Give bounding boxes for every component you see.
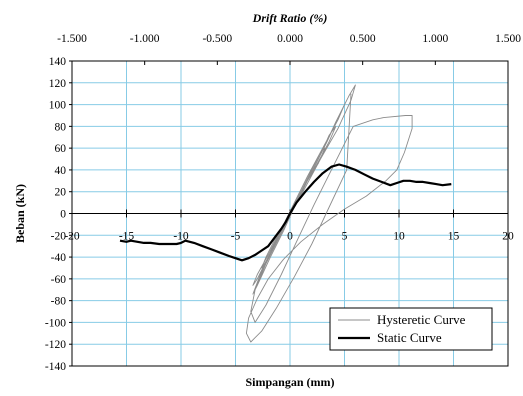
y-tick-label: 40 — [55, 165, 67, 177]
x-tick-label: -15 — [119, 231, 135, 243]
y-axis-title: Beban (kN) — [13, 184, 27, 243]
y-tick-label: -80 — [51, 296, 67, 308]
top-axis-tick-label: 1.000 — [422, 33, 448, 45]
y-tick-label: -100 — [45, 317, 66, 329]
y-tick-label: -20 — [51, 230, 67, 242]
legend: Hysteretic Curve Static Curve — [329, 307, 493, 351]
top-axis-tick-label: 0.000 — [277, 33, 303, 45]
x-axis-title: Simpangan (mm) — [245, 375, 334, 389]
y-tick-label: 0 — [60, 209, 66, 221]
legend-label: Static Curve — [377, 330, 442, 345]
y-tick-label: 60 — [55, 143, 67, 155]
top-axis-tick-label: -0.500 — [202, 33, 232, 45]
top-axis-tick-label: 0.500 — [350, 33, 376, 45]
series-lines — [119, 84, 452, 343]
chart-title: Drift Ratio (%) — [252, 11, 328, 25]
y-tick-label: 100 — [49, 100, 67, 112]
y-tick-label: -140 — [45, 361, 66, 373]
x-tick-label: -10 — [173, 231, 189, 243]
x-tick-label: -20 — [64, 231, 80, 243]
y-tick-label: -60 — [51, 274, 67, 286]
y-tick-label: 20 — [55, 187, 67, 199]
legend-label: Hysteretic Curve — [377, 312, 466, 327]
y-tick-label: 140 — [49, 56, 67, 68]
y-tick-label: -120 — [45, 339, 66, 351]
x-tick-label: 10 — [393, 231, 405, 243]
y-tick-label: 80 — [55, 121, 67, 133]
top-axis-tick-label: -1.000 — [130, 33, 160, 45]
x-tick-label: 5 — [342, 231, 348, 243]
x-tick-label: 20 — [502, 231, 514, 243]
series-line-static — [119, 163, 452, 262]
x-tick-label: 15 — [448, 231, 460, 243]
top-axis-tick-label: 1.500 — [495, 33, 521, 45]
y-tick-label: 120 — [49, 78, 67, 90]
tick-labels: -20 -15 -10 -5 0 5 10 15 20 -140 -120 -100 -80 -60 -40… — [45, 33, 521, 373]
x-tick-label: -5 — [231, 231, 241, 243]
y-tick-label: -40 — [51, 252, 67, 264]
top-axis-tick-label: -1.500 — [57, 33, 87, 45]
legend-box — [329, 307, 493, 351]
x-tick-label: 0 — [287, 231, 293, 243]
